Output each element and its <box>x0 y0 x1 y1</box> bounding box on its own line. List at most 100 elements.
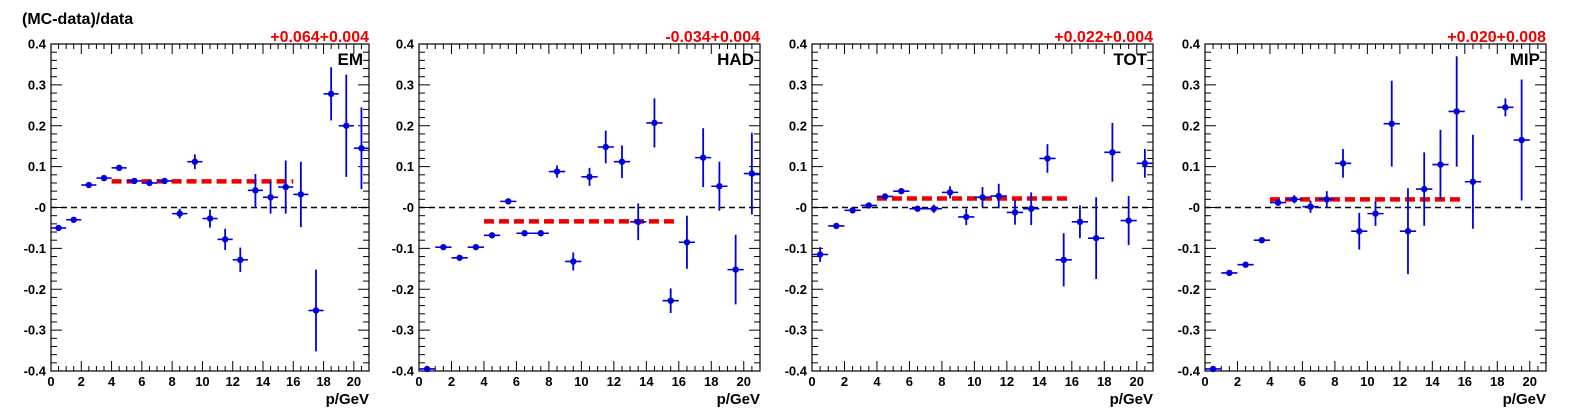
data-point <box>995 192 1002 200</box>
x-tick-label: 6 <box>138 374 145 389</box>
data-point <box>146 179 153 187</box>
y-tick-label: -0 <box>795 200 807 215</box>
data-point <box>1141 160 1149 167</box>
data-point <box>1242 261 1249 268</box>
y-tick-label: 0.2 <box>1182 118 1200 133</box>
y-axis-title: (MC-data)/data <box>22 11 133 28</box>
data-point <box>586 173 593 181</box>
x-tick-label: 4 <box>108 374 116 389</box>
data-point <box>553 168 561 175</box>
x-tick-label: 2 <box>448 374 455 389</box>
x-tick-label: 10 <box>574 374 588 389</box>
data-point <box>1404 228 1412 235</box>
data-point <box>699 154 707 161</box>
panel-label: MIP <box>1510 50 1540 69</box>
x-tick-label: 8 <box>938 374 945 389</box>
panel-label: EM <box>338 50 364 69</box>
y-tick-label: -0.2 <box>24 282 46 297</box>
y-tick-label: 0.2 <box>396 118 414 133</box>
y-tick-label: 0.4 <box>1182 37 1201 52</box>
data-point <box>570 258 577 265</box>
x-axis-title: p/GeV <box>717 391 760 408</box>
data-point <box>1209 365 1217 373</box>
y-tick-label: -0.4 <box>24 364 47 379</box>
y-tick-label: 0.3 <box>396 77 414 92</box>
data-point <box>602 143 609 151</box>
data-point <box>1339 160 1347 167</box>
panel-tot: -0.4 -0.3 -0.2 -0.1 -0 0.1 0.2 0.3 0.4 0 2 4 6 8 10 12 1… <box>785 29 1154 408</box>
data-point <box>297 191 305 198</box>
x-axis-title: p/GeV <box>1503 391 1546 408</box>
y-tick-label: -0.1 <box>1178 241 1200 256</box>
y-tick-label: -0.3 <box>392 323 414 338</box>
y-tick-label: -0.3 <box>785 323 807 338</box>
x-tick-label: 18 <box>316 374 330 389</box>
x-tick-label: 4 <box>873 374 881 389</box>
data-point <box>748 170 756 177</box>
y-tick-label: -0.4 <box>1178 364 1201 379</box>
data-point <box>1388 120 1395 127</box>
x-tick-label: 16 <box>286 374 300 389</box>
y-tick-label: 0.2 <box>28 118 46 133</box>
data-point <box>732 266 739 273</box>
data-point <box>1258 237 1266 244</box>
data-point <box>963 213 970 221</box>
x-tick-label: 20 <box>1523 374 1537 389</box>
x-tick-label: 16 <box>1458 374 1472 389</box>
data-point <box>131 177 138 185</box>
y-tick-label: -0.1 <box>785 241 807 256</box>
data-point <box>191 158 199 165</box>
data-point <box>327 90 335 98</box>
data-point <box>1437 161 1444 168</box>
data-point <box>716 183 723 190</box>
y-tick-label: 0.1 <box>28 159 46 174</box>
y-tick-label: -0.1 <box>392 241 414 256</box>
y-tick-label: -0.2 <box>392 282 414 297</box>
data-point <box>267 194 274 201</box>
data-point <box>635 218 642 226</box>
x-tick-label: 12 <box>1000 374 1014 389</box>
data-point <box>849 207 856 214</box>
data-point <box>618 158 626 165</box>
panel-label: TOT <box>1113 50 1147 69</box>
data-point <box>816 251 824 258</box>
data-point <box>1421 185 1428 193</box>
x-tick-label: 10 <box>195 374 209 389</box>
data-point <box>1307 203 1314 210</box>
x-tick-label: 8 <box>1331 374 1338 389</box>
data-point <box>1060 256 1067 264</box>
panel-had: -0.4 -0.3 -0.2 -0.1 -0 0.1 0.2 0.3 0.4 0 2 4 6 8 10 12 1… <box>392 29 761 408</box>
fit-value-label: +0.064+0.004 <box>270 29 369 46</box>
data-point <box>865 202 873 209</box>
y-tick-label: -0.2 <box>785 282 807 297</box>
data-point <box>1323 196 1330 203</box>
x-tick-label: 10 <box>967 374 981 389</box>
y-tick-label: 0.1 <box>1182 159 1200 174</box>
panel-em: -0.4 -0.3 -0.2 -0.1 -0 0.1 0.2 0.3 0.4 0 2 4 6 8 10 12 1… <box>24 29 370 408</box>
x-tick-label: 14 <box>1425 374 1440 389</box>
data-point <box>881 193 889 200</box>
data-point <box>1044 155 1051 162</box>
y-tick-label: -0 <box>402 200 414 215</box>
y-tick-label: 0.1 <box>789 159 807 174</box>
data-point <box>312 307 320 314</box>
data-point <box>176 210 183 217</box>
data-point <box>423 365 431 373</box>
data-point <box>1469 178 1477 185</box>
x-tick-label: 10 <box>1360 374 1374 389</box>
x-axis-title: p/GeV <box>1110 391 1153 408</box>
data-point <box>488 232 496 239</box>
x-tick-label: 16 <box>672 374 686 389</box>
x-tick-label: 14 <box>639 374 654 389</box>
data-point <box>1092 234 1100 242</box>
data-point <box>1502 104 1509 111</box>
panel-label: HAD <box>717 50 754 69</box>
data-point <box>505 198 512 205</box>
x-tick-label: 20 <box>737 374 751 389</box>
data-point <box>930 205 937 212</box>
data-point <box>946 189 954 196</box>
x-tick-label: 0 <box>47 374 54 389</box>
data-point <box>1125 217 1132 224</box>
y-tick-label: 0.3 <box>1182 77 1200 92</box>
